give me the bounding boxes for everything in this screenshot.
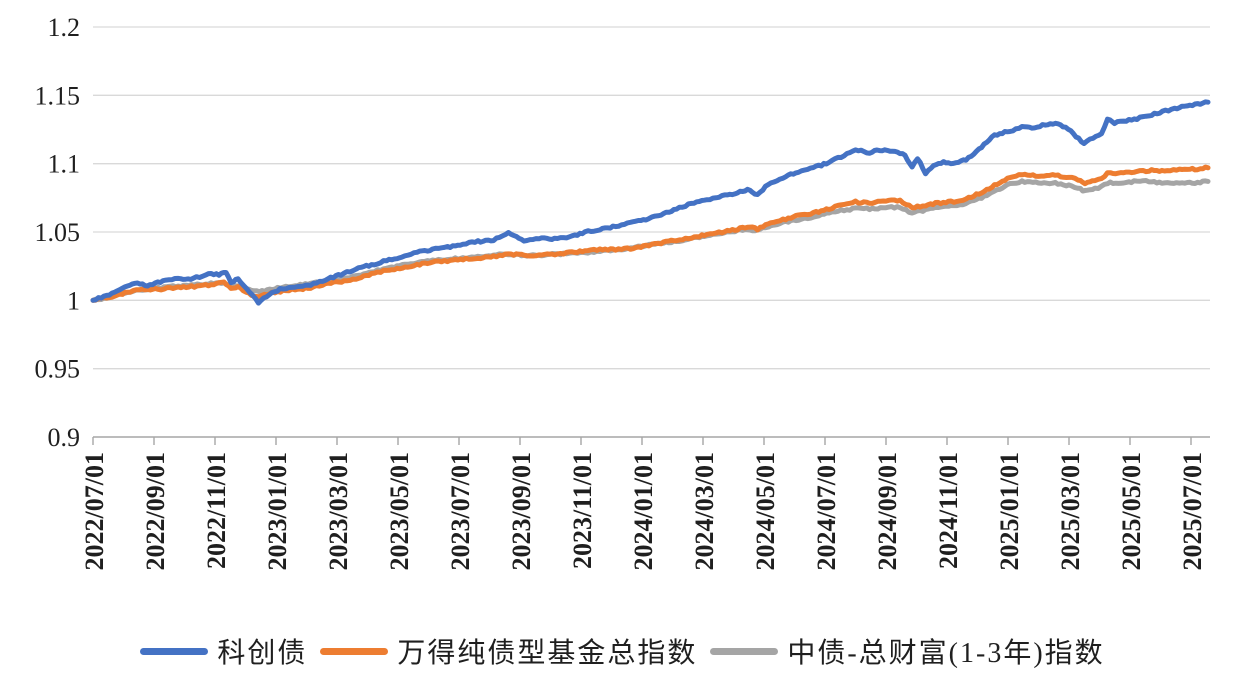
chart-container: 0.9 0.95 1 1.05 1.1 1.15 1.2 2022/07/01 2022/09/… [35, 13, 1211, 570]
legend-line-swatch-icon [140, 647, 209, 655]
x-axis-tick-label: 2023/05/01 [385, 452, 414, 570]
x-axis-tick-label: 2025/07/01 [1178, 452, 1207, 570]
y-axis-tick-label: 1.2 [48, 13, 81, 42]
legend-label: 中债-总财富(1-3年)指数 [787, 638, 1105, 669]
x-axis-tick-label: 2024/07/01 [812, 452, 841, 570]
y-axis-tick-label: 1.15 [35, 81, 81, 110]
x-axis-tick-label: 2022/11/01 [202, 452, 231, 569]
x-axis-tick-label: 2025/01/01 [995, 452, 1024, 570]
x-axis-tick-label: 2025/03/01 [1056, 452, 1085, 570]
x-axis-tick-label: 2023/01/01 [263, 452, 292, 570]
x-axis-tick-label: 2024/05/01 [751, 452, 780, 570]
y-axis-tick-label: 1.1 [48, 150, 81, 179]
y-axis-tick-label: 1.05 [35, 218, 81, 247]
legend-item-2: 中债-总财富(1-3年)指数 [710, 631, 1104, 671]
x-axis-tick-label: 2022/07/01 [80, 452, 109, 570]
series-line-0 [90, 99, 1211, 306]
x-axis-tick-label: 2023/11/01 [568, 452, 597, 569]
x-axis-tick-label: 2024/11/01 [934, 452, 963, 569]
y-axis-tick-label: 1 [67, 286, 80, 315]
y-axis-tick-label: 0.95 [35, 355, 81, 384]
series-line-2 [90, 178, 1211, 303]
legend-line-swatch-icon [710, 647, 779, 655]
x-axis-tick-label: 2025/05/01 [1117, 452, 1146, 570]
legend-label: 科创债 [217, 638, 308, 669]
legend-item-0: 科创债 [140, 631, 307, 671]
x-axis-tick-label: 2023/03/01 [324, 452, 353, 570]
series-line-1 [90, 164, 1211, 303]
x-axis-tick-label: 2022/09/01 [141, 452, 170, 570]
x-axis-tick-label: 2024/01/01 [629, 452, 658, 570]
legend-label: 万得纯债型基金总指数 [397, 638, 698, 669]
x-axis-tick-label: 2023/07/01 [446, 452, 475, 570]
legend-line-swatch-icon [320, 647, 389, 655]
chart-legend: 科创债 万得纯债型基金总指数 中债-总财富(1-3年)指数 [0, 612, 1245, 690]
x-axis-tick-label: 2023/09/01 [507, 452, 536, 570]
x-axis-tick-label: 2024/03/01 [690, 452, 719, 570]
x-axis-tick-label: 2024/09/01 [873, 452, 902, 570]
line-chart: 0.9 0.95 1 1.05 1.1 1.15 1.2 2022/07/01 2022/09/… [35, 13, 1211, 570]
y-axis-tick-label: 0.9 [48, 423, 81, 452]
legend-item-1: 万得纯债型基金总指数 [320, 631, 697, 671]
